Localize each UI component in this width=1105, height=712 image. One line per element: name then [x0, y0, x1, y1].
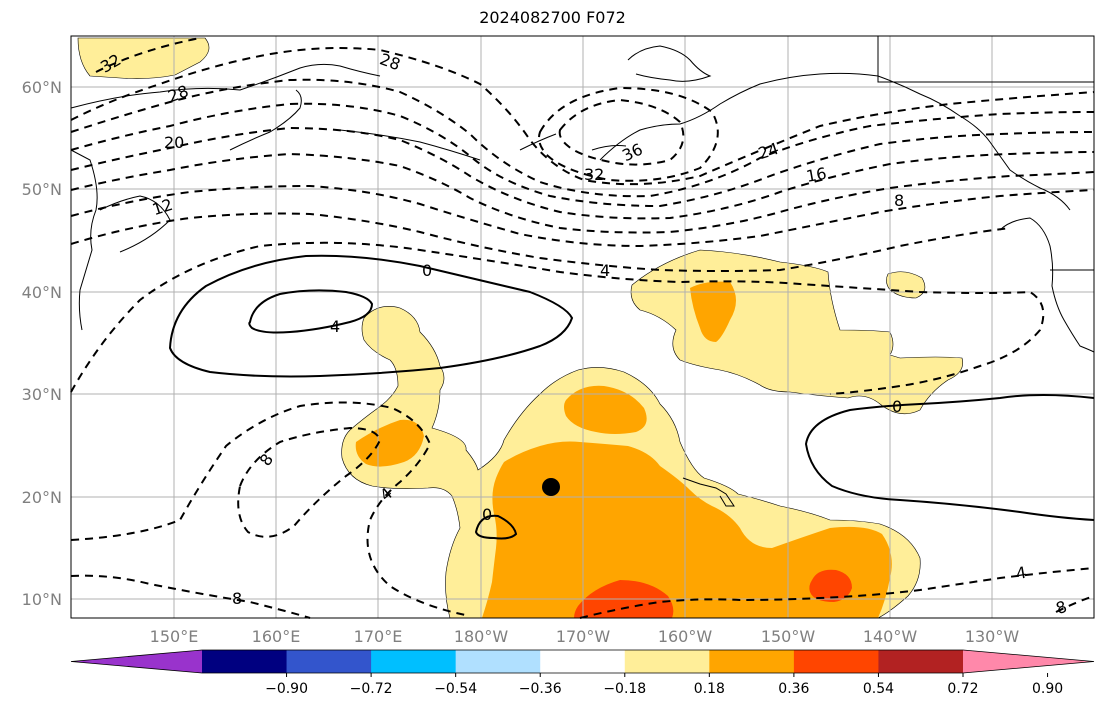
contour-28 [70, 47, 1095, 186]
contour-label: 32 [584, 165, 604, 184]
contour-8-s [70, 574, 311, 619]
colorbar-segment [793, 650, 879, 673]
contour-20 [70, 102, 1095, 208]
lat-label-40n: 40°N [22, 283, 62, 302]
map-frame [70, 35, 1095, 619]
contour-4-sw [70, 401, 471, 617]
lat-label-60n: 60°N [22, 78, 62, 97]
colorbar-segment [286, 650, 372, 673]
colorbar-segment [540, 650, 626, 673]
contour-label: 8 [232, 589, 242, 608]
contour-label: 20 [164, 133, 184, 152]
shade-orange-main [482, 441, 892, 618]
contour-8-n [70, 184, 1095, 248]
lon-label-170w: 170°W [556, 627, 611, 646]
contour-4-inner [248, 289, 374, 334]
lat-label-20n: 20°N [22, 488, 62, 507]
contour-16 [70, 126, 1095, 220]
contour-36 [558, 98, 685, 166]
lon-label-150e: 150°E [150, 627, 199, 646]
colorbar-tick-label: −0.90 [265, 681, 308, 697]
shade-yellow-small [886, 271, 926, 299]
contour-lines [70, 37, 1095, 619]
contour-4-n [70, 212, 1011, 272]
colorbar-tick-label: 0.72 [947, 681, 978, 697]
contour-32-center [538, 86, 719, 182]
contour-label: 0 [892, 397, 902, 416]
shade-red-se [809, 569, 852, 602]
colorbar-segment [878, 650, 964, 673]
colorbar-tick-label: 0.54 [863, 681, 894, 697]
contour-0-north [168, 254, 574, 378]
shade-orange-n [564, 385, 647, 434]
colorbar-extend-high [963, 650, 1094, 673]
lat-label-50n: 50°N [22, 180, 62, 199]
lon-label-180w: 180°W [454, 627, 509, 646]
contour-label: 8 [894, 191, 904, 210]
lon-label-150w: 150°W [761, 627, 816, 646]
contour-24 [70, 78, 1095, 198]
lon-label-160e: 160°E [252, 627, 301, 646]
colorbar-segment [709, 650, 795, 673]
colorbar-segment [624, 650, 710, 673]
latitude-labels: 60°N 50°N 40°N 30°N 20°N 10°N [22, 78, 62, 609]
contour-label: 4 [600, 261, 610, 280]
shade-orange-w [355, 419, 424, 467]
colorbar-segment [371, 650, 457, 673]
coastlines [70, 36, 1095, 507]
colorbar-tick-label: 0.90 [1032, 681, 1063, 697]
map-title: 2024082700 F072 [479, 8, 626, 27]
shade-yellow-nw [77, 37, 210, 79]
colorbar-outline [70, 649, 1095, 674]
shaded-field [77, 37, 963, 619]
contour-0-east [804, 394, 1095, 521]
lon-label-130w: 130°W [965, 627, 1020, 646]
lon-label-140w: 140°W [863, 627, 918, 646]
storm-center-marker [542, 478, 560, 496]
contour-label: 16 [805, 164, 828, 186]
contour-label: 4 [330, 317, 340, 336]
colorbar-extend-low [71, 650, 202, 673]
contour-label: 0 [422, 261, 432, 280]
contour-4-ring [70, 241, 1045, 395]
contour-0-south [474, 514, 518, 540]
lat-label-10n: 10°N [22, 590, 62, 609]
contour-label: 4 [1015, 563, 1028, 583]
contour-8-se [1055, 595, 1095, 613]
longitude-labels: 150°E 160°E 170°E 180°W 170°W 160°W 150°… [150, 627, 1020, 646]
lat-label-30n: 30°N [22, 385, 62, 404]
contour-label: 0 [482, 505, 492, 524]
contour-8-sw [237, 426, 382, 538]
colorbar-segment [202, 650, 288, 673]
lon-label-170e: 170°E [354, 627, 403, 646]
contour-12 [70, 152, 1095, 234]
colorbar-tick-label: 0.36 [778, 681, 809, 697]
colorbar-tick-label: 0.18 [694, 681, 725, 697]
colorbar-tick-label: −0.54 [434, 681, 477, 697]
colorbar-tick-label: −0.36 [519, 681, 562, 697]
colorbar: −0.90 −0.72 −0.54 −0.36 −0.18 0.18 0.36 0.54 0.7… [70, 649, 1095, 697]
lon-label-160w: 160°W [658, 627, 713, 646]
colorbar-tick-label: −0.18 [603, 681, 646, 697]
shade-orange-ne [690, 281, 736, 342]
colorbar-tick-label: −0.72 [350, 681, 393, 697]
colorbar-segment [455, 650, 541, 673]
contour-4-se [579, 567, 1095, 619]
